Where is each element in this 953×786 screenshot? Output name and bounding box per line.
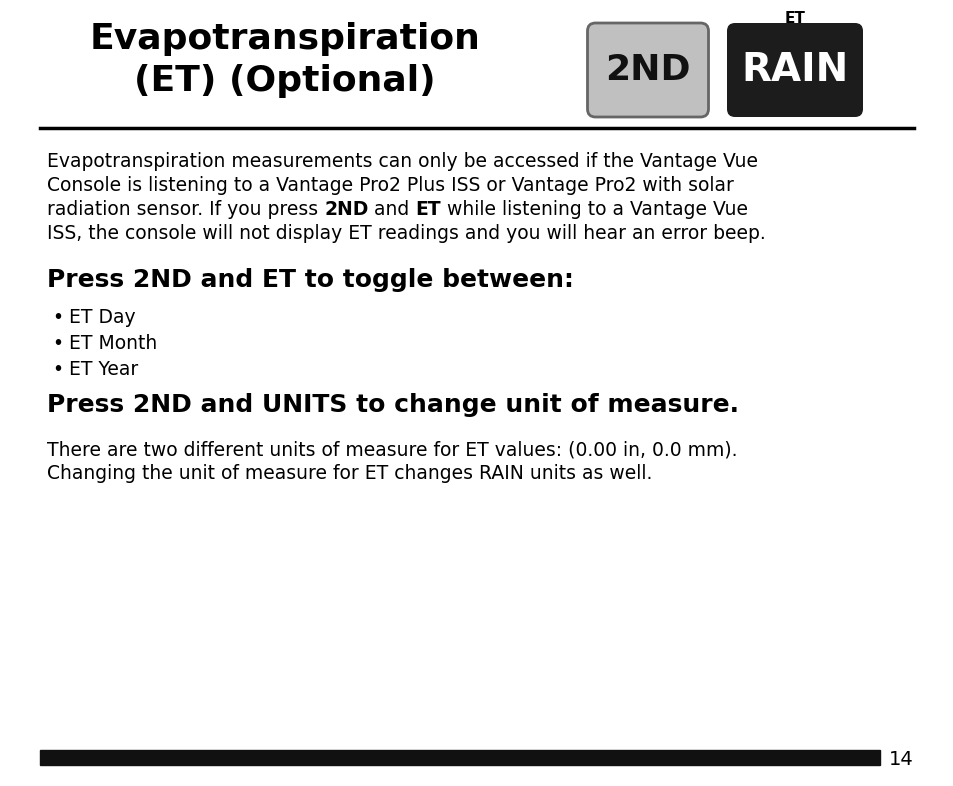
Text: ET: ET [416,200,441,219]
Text: 2ND: 2ND [604,53,690,87]
Text: Evapotranspiration measurements can only be accessed if the Vantage Vue: Evapotranspiration measurements can only… [47,152,758,171]
Text: while listening to a Vantage Vue: while listening to a Vantage Vue [441,200,747,219]
Text: ET Day: ET Day [69,308,135,327]
Text: Changing the unit of measure for ET changes RAIN units as well.: Changing the unit of measure for ET chan… [47,464,652,483]
Text: There are two different units of measure for ET values: (0.00 in, 0.0 mm).: There are two different units of measure… [47,440,737,459]
Text: •: • [52,360,63,379]
Text: ET Month: ET Month [69,334,157,353]
Text: ET Year: ET Year [69,360,138,379]
Text: 14: 14 [888,750,913,769]
Text: RAIN: RAIN [740,51,848,89]
Text: •: • [52,308,63,327]
Text: (ET) (Optional): (ET) (Optional) [134,64,436,98]
Text: Evapotranspiration: Evapotranspiration [90,22,480,56]
Text: Press 2ND and ET to toggle between:: Press 2ND and ET to toggle between: [47,268,574,292]
Text: ISS, the console will not display ET readings and you will hear an error beep.: ISS, the console will not display ET rea… [47,224,765,243]
Text: 2ND: 2ND [324,200,368,219]
FancyBboxPatch shape [587,23,708,117]
Text: ET: ET [783,11,804,26]
Text: Console is listening to a Vantage Pro2 Plus ISS or Vantage Pro2 with solar: Console is listening to a Vantage Pro2 P… [47,176,733,195]
Text: •: • [52,334,63,353]
Text: Press 2ND and UNITS to change unit of measure.: Press 2ND and UNITS to change unit of me… [47,393,739,417]
Text: radiation sensor. If you press: radiation sensor. If you press [47,200,324,219]
Text: and: and [368,200,416,219]
FancyBboxPatch shape [726,23,862,117]
Bar [40,750,879,765]
